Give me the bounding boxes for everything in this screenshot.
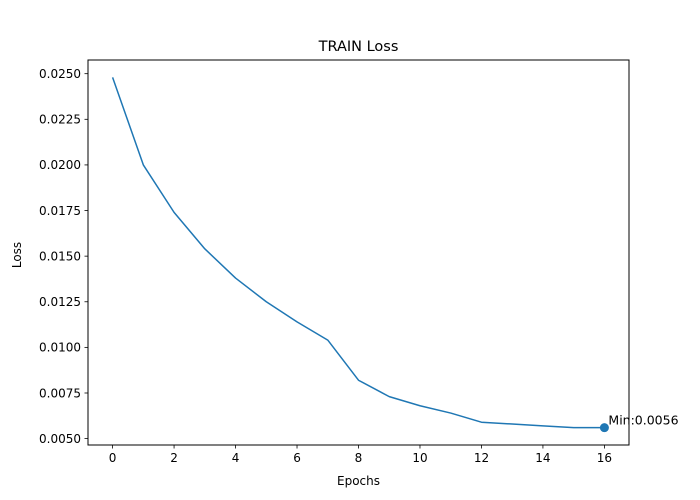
y-tick-label: 0.0250 bbox=[39, 67, 81, 81]
x-tick-label: 14 bbox=[535, 451, 550, 465]
x-tick-label: 16 bbox=[597, 451, 612, 465]
x-tick-label: 6 bbox=[293, 451, 301, 465]
loss-series-line bbox=[111, 77, 605, 429]
x-tick-label: 0 bbox=[109, 451, 117, 465]
y-tick-label: 0.0075 bbox=[39, 386, 81, 400]
x-axis: 0 2 4 6 8 10 12 14 16 bbox=[109, 445, 612, 465]
y-tick-label: 0.0150 bbox=[39, 249, 81, 263]
y-tick-label: 0.0100 bbox=[39, 341, 81, 355]
plot-area bbox=[111, 77, 609, 433]
min-marker bbox=[599, 423, 609, 433]
y-tick-label: 0.0050 bbox=[39, 432, 81, 446]
y-axis-title: Loss bbox=[10, 242, 24, 268]
x-tick-label: 8 bbox=[355, 451, 363, 465]
x-tick-label: 4 bbox=[232, 451, 240, 465]
x-tick-label: 2 bbox=[170, 451, 178, 465]
x-tick-label: 10 bbox=[412, 451, 427, 465]
plot-frame bbox=[87, 59, 630, 446]
min-annotation: Min:0.0056 bbox=[608, 413, 678, 428]
y-tick-label: 0.0175 bbox=[39, 204, 81, 218]
y-tick-label: 0.0225 bbox=[39, 113, 81, 127]
chart-title: TRAIN Loss bbox=[318, 39, 399, 55]
y-axis: 0.0050 0.0075 0.0100 0.0125 0.0150 0.0175 0.02… bbox=[39, 67, 88, 446]
x-axis-title: Epochs bbox=[337, 474, 380, 488]
y-tick-label: 0.0125 bbox=[39, 295, 81, 309]
x-tick-label: 12 bbox=[474, 451, 489, 465]
y-tick-label: 0.0200 bbox=[39, 158, 81, 172]
